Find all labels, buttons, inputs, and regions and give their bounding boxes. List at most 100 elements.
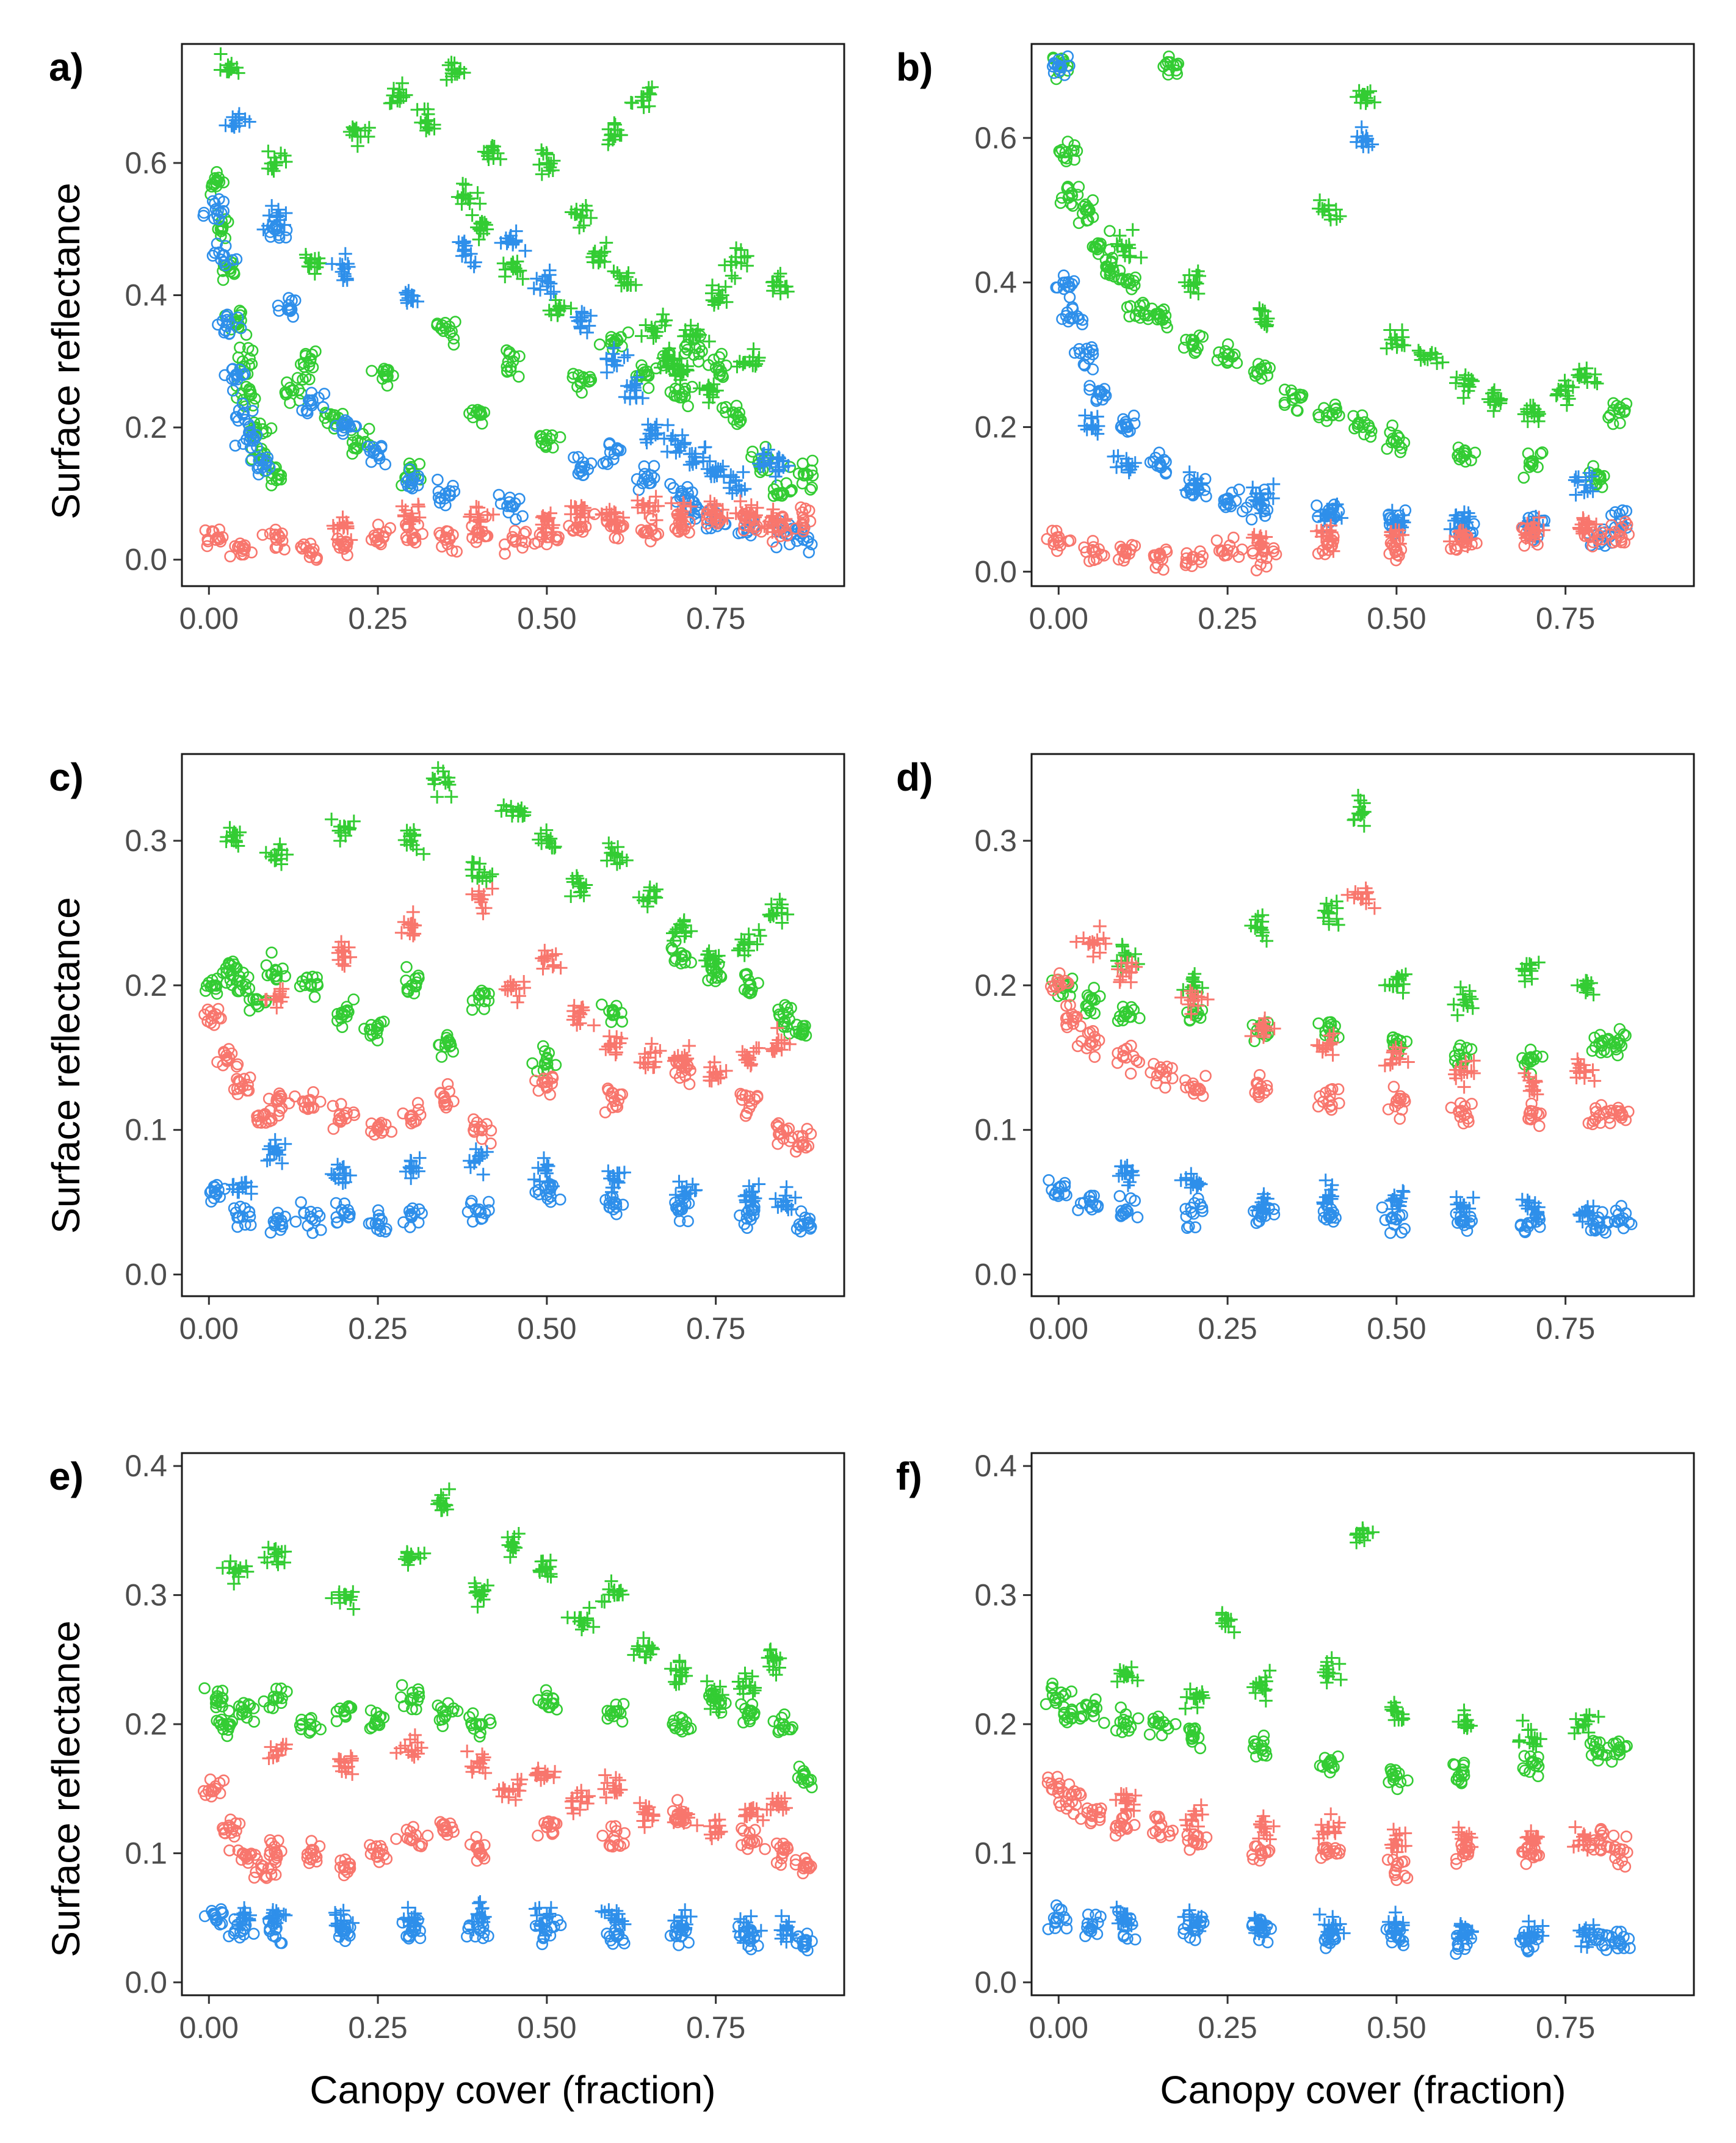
blue-plus-cloud-point <box>570 310 584 324</box>
blue-circle-cloud-point <box>510 513 522 526</box>
blue-circle-cloud-point <box>461 1206 474 1218</box>
red-circle-cloud-point <box>1054 967 1066 979</box>
blue-plus-cloud-point <box>1330 498 1344 511</box>
green-circle-cloud-point <box>513 350 526 363</box>
green-circle-cloud-point <box>296 1717 308 1730</box>
red-plus-cloud-point <box>1571 1057 1585 1070</box>
red-circle-cloud-point <box>533 528 546 541</box>
green-plus-cloud-point <box>736 938 750 952</box>
red-circle-cloud-point <box>303 545 315 557</box>
green-plus-cloud-point <box>571 871 585 885</box>
red-circle-cloud-point <box>251 1110 263 1123</box>
green-circle-cloud-point <box>221 1730 234 1742</box>
green-plus-cloud-point <box>1560 398 1574 412</box>
green-circle-cloud-point <box>1614 417 1626 429</box>
red-circle-cloud-point <box>1194 545 1206 557</box>
red-plus-cloud-point <box>1326 544 1340 558</box>
blue-circle-cloud-point <box>1384 1227 1397 1239</box>
blue-circle-cloud-point <box>1194 1198 1207 1211</box>
green-plus-cloud-point <box>447 56 461 70</box>
red-plus-cloud-point <box>408 927 422 941</box>
x-tick-label: 0.25 <box>1198 601 1257 636</box>
blue-plus-cloud-point <box>1463 510 1477 524</box>
blue-circle-cloud-point <box>1324 1209 1336 1222</box>
blue-plus-cloud-point <box>275 1156 289 1170</box>
green-circle-cloud-point <box>240 1706 253 1719</box>
y-tick-label: 0.3 <box>125 1578 167 1612</box>
red-plus-cloud-point <box>758 519 772 533</box>
blue-plus-cloud-point <box>1397 515 1411 529</box>
blue-plus-cloud-point <box>689 455 703 470</box>
y-tick-label: 0.1 <box>974 1113 1017 1147</box>
blue-circle-cloud-point <box>610 1197 623 1209</box>
green-plus-cloud-point <box>1458 993 1472 1006</box>
red-plus-cloud-point <box>512 989 526 1003</box>
green-circle-cloud-point <box>449 316 461 328</box>
blue-circle-cloud-point <box>242 426 255 439</box>
panel-frame <box>1030 753 1695 1297</box>
red-circle-cloud-point <box>616 1088 629 1101</box>
red-plus-cloud-point <box>406 905 420 919</box>
red-circle-cloud-point <box>1080 546 1093 558</box>
green-circle-cloud-point <box>397 1700 410 1713</box>
green-circle-cloud-point <box>1213 346 1225 358</box>
red-circle-cloud-point <box>1394 1112 1406 1125</box>
blue-circle-cloud-point <box>1398 1223 1411 1235</box>
green-circle-cloud-point <box>679 341 692 354</box>
green-circle-cloud-point <box>1188 347 1201 359</box>
blue-circle-cloud-point <box>379 458 392 471</box>
red-circle-cloud-point <box>1194 1084 1206 1096</box>
y-tick-label: 0.4 <box>125 278 167 313</box>
blue-plus-cloud-point <box>1569 488 1583 502</box>
blue-circle-cloud-point <box>226 384 239 397</box>
blue-plus-cloud-point <box>1354 120 1369 134</box>
red-plus-cloud-point <box>1201 993 1215 1006</box>
green-plus-cloud-point <box>510 265 524 279</box>
red-circle-cloud-point <box>1080 1042 1093 1054</box>
green-circle-cloud-point <box>614 1707 627 1720</box>
green-circle-cloud-point <box>232 351 245 364</box>
green-circle-cloud-point <box>642 382 655 394</box>
green-circle-cloud-point <box>681 343 694 356</box>
green-plus-cloud-point <box>667 934 681 948</box>
green-plus-cloud-point <box>1188 967 1202 981</box>
red-circle-cloud-point <box>610 1100 623 1112</box>
blue-plus-cloud-point <box>533 1175 547 1188</box>
red-circle-cloud-point <box>258 1109 270 1122</box>
red-circle-cloud-point <box>335 1114 348 1127</box>
green-circle-cloud-point <box>504 364 517 377</box>
red-circle-cloud-point <box>798 522 811 535</box>
red-circle-cloud-point <box>481 530 494 542</box>
red-circle-cloud-point <box>1616 531 1628 543</box>
red-circle-cloud-point <box>646 523 658 536</box>
red-circle-cloud-point <box>314 1095 327 1108</box>
green-plus-cloud-point <box>393 94 407 108</box>
red-circle-cloud-point <box>1382 1103 1395 1115</box>
green-circle-cloud-point <box>540 1684 552 1697</box>
green-plus-cloud-point <box>325 1591 339 1605</box>
blue-circle-cloud-point <box>1057 277 1069 289</box>
red-plus-cloud-point <box>638 1061 653 1075</box>
green-circle-cloud-point <box>1164 56 1177 68</box>
red-plus-cloud-point <box>1519 531 1533 545</box>
blue-circle-cloud-point <box>493 488 505 501</box>
green-circle-cloud-point <box>746 984 758 996</box>
blue-plus-cloud-point <box>679 1180 693 1194</box>
red-circle-cloud-point <box>1084 1035 1097 1048</box>
green-circle-cloud-point <box>1124 300 1137 313</box>
green-plus-cloud-point <box>1447 998 1461 1012</box>
blue-plus-cloud-point <box>776 454 790 468</box>
blue-plus-cloud-point <box>518 244 532 258</box>
green-circle-cloud-point <box>447 338 460 351</box>
green-circle-cloud-point <box>1395 442 1408 454</box>
green-circle-cloud-point <box>773 487 786 499</box>
x-tick-label: 0.00 <box>1029 601 1088 636</box>
green-circle-cloud-point <box>546 429 559 441</box>
panel-a: a)0.00.20.40.60.00 0.25 0.50 0.75 <box>49 43 845 636</box>
green-circle-cloud-point <box>1055 192 1068 204</box>
green-plus-cloud-point <box>620 278 634 292</box>
green-circle-cloud-point <box>1083 205 1096 217</box>
red-circle-cloud-point <box>783 1122 795 1135</box>
green-plus-cloud-point <box>1384 333 1398 347</box>
blue-plus-cloud-point <box>736 465 750 479</box>
